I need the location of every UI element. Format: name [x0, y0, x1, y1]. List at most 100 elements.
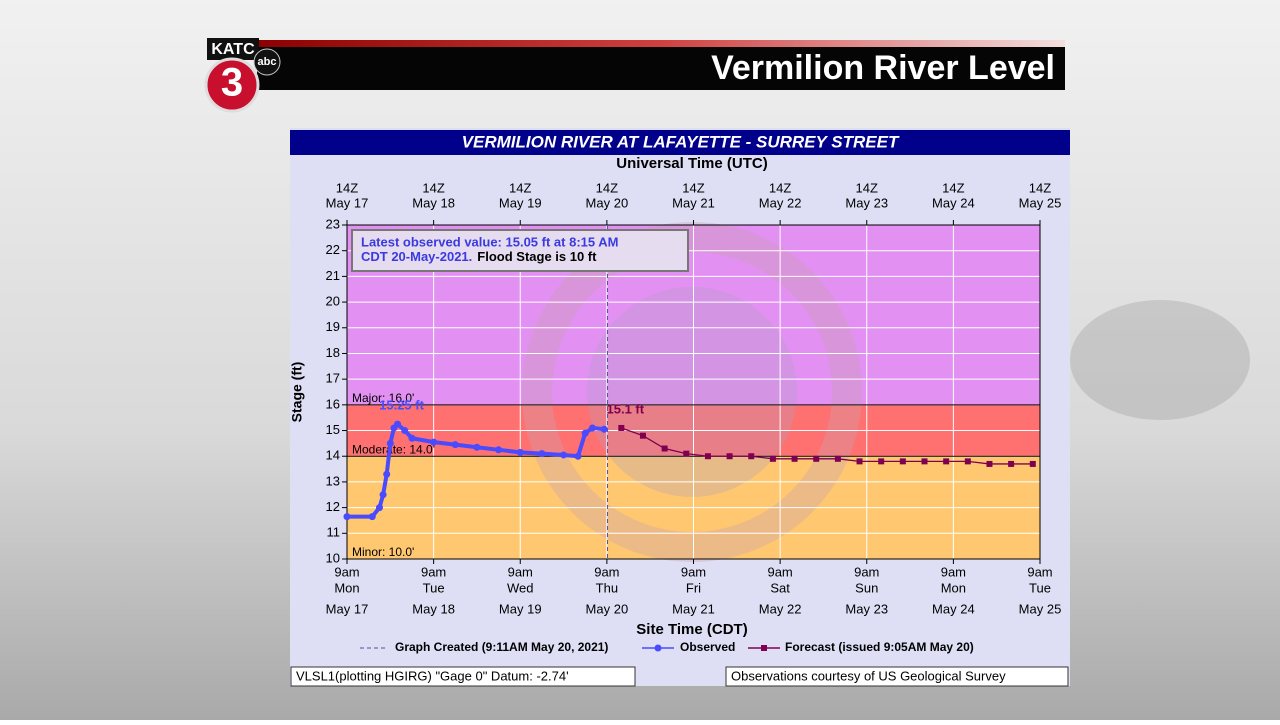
x-tick-weekday: Sun: [855, 580, 878, 595]
footer-right: Observations courtesy of US Geological S…: [731, 668, 1006, 683]
y-tick-label: 17: [326, 371, 340, 386]
top-axis-label: Universal Time (UTC): [616, 155, 767, 172]
logo-network-circle: [253, 48, 281, 76]
observed-point: [379, 491, 387, 499]
x-tick-date: May 20: [586, 601, 629, 616]
y-tick-label: 23: [326, 216, 340, 231]
y-tick-label: 19: [326, 319, 340, 334]
observed-point: [430, 438, 438, 446]
flood-label: Major: 16.0': [352, 391, 414, 405]
x-tick-date-top: May 19: [499, 195, 542, 210]
x-tick-date: May 19: [499, 601, 542, 616]
footer-left-box: [290, 666, 636, 687]
watermark-inner: [587, 287, 797, 497]
x-tick-weekday: Fri: [686, 580, 701, 595]
observed-point: [495, 446, 503, 454]
x-tick-label: 9am: [1027, 564, 1052, 579]
info-date: CDT 20-May-2021.: [361, 249, 472, 264]
legend-label: Graph Created (9:11AM May 20, 2021): [395, 640, 608, 654]
logo-box: [207, 38, 259, 60]
observed-point: [383, 470, 391, 478]
x-tick-label: 9am: [594, 564, 619, 579]
x-tick-date: May 21: [672, 601, 715, 616]
observed-point: [408, 434, 416, 442]
x-tick-label: 9am: [508, 564, 533, 579]
forecast-point: [856, 458, 863, 465]
y-tick-label: 22: [326, 242, 340, 257]
x-tick-weekday: Tue: [423, 580, 445, 595]
x2-tick-label: 14Z: [682, 180, 704, 195]
x2-tick-label: 14Z: [596, 180, 618, 195]
y-tick-label: 12: [326, 499, 340, 514]
x-tick-date-top: May 23: [845, 195, 888, 210]
x-tick-date-top: May 17: [326, 195, 369, 210]
forecast-point: [834, 455, 841, 462]
forecast-point: [639, 432, 646, 439]
y-tick-label: 15: [326, 422, 340, 437]
observed-point: [375, 504, 383, 512]
header-strip: [257, 40, 1065, 47]
x-tick-label: 9am: [421, 564, 446, 579]
info-line: Latest observed value: 15.05 ft at 8:15 …: [361, 234, 618, 249]
x-tick-label: 9am: [941, 564, 966, 579]
x-tick-weekday: Thu: [596, 580, 618, 595]
observed-point: [394, 420, 402, 428]
observed-point: [560, 451, 568, 459]
x-tick-label: 9am: [334, 564, 359, 579]
forecast-point: [878, 458, 885, 465]
forecast-point: [921, 458, 928, 465]
legend-label: Forecast (issued 9:05AM May 20): [785, 640, 974, 654]
y-tick-label: 10: [326, 550, 340, 565]
observed-point: [581, 429, 589, 437]
y-tick-label: 16: [326, 396, 340, 411]
watermark: [522, 222, 862, 562]
forecast-point: [683, 450, 690, 457]
observed-point: [516, 448, 524, 456]
x-tick-weekday: Sat: [770, 580, 790, 595]
footer-right-box: [725, 666, 1069, 687]
x-tick-label: 9am: [767, 564, 792, 579]
forecast-point: [813, 455, 820, 462]
observed-point: [386, 439, 394, 447]
observed-point: [343, 513, 351, 521]
x-tick-date-top: May 25: [1019, 195, 1062, 210]
x-tick-weekday: Mon: [941, 580, 966, 595]
forecast-point: [943, 458, 950, 465]
chart-title-bar: [290, 130, 1070, 155]
forecast-point: [748, 453, 755, 460]
observed-point: [451, 441, 459, 449]
observed-point: [600, 425, 608, 433]
info-line: CDT 20-May-2021. Flood Stage is 10 ft: [361, 249, 597, 264]
legend-label: Observed: [680, 640, 735, 654]
x-tick-date-top: May 18: [412, 195, 455, 210]
x-tick-date-top: May 21: [672, 195, 715, 210]
forecast-point: [769, 455, 776, 462]
x2-tick-label: 14Z: [509, 180, 531, 195]
y-tick-label: 21: [326, 268, 340, 283]
logo-circle: [204, 57, 260, 113]
forecast-point: [964, 458, 971, 465]
observed-point: [473, 443, 481, 451]
x-tick-date: May 25: [1019, 601, 1062, 616]
observed-point: [588, 424, 596, 432]
x2-tick-label: 14Z: [769, 180, 791, 195]
forecast-point: [791, 455, 798, 462]
observed-point: [401, 427, 409, 435]
y-tick-label: 13: [326, 473, 340, 488]
y-tick-label: 14: [326, 448, 340, 463]
header-bar: [257, 47, 1065, 90]
tree: [1070, 300, 1250, 420]
x-tick-date-top: May 20: [586, 195, 629, 210]
flood-label: Minor: 10.0': [352, 545, 414, 559]
legend-marker: [654, 644, 662, 652]
x-tick-weekday: Mon: [334, 580, 359, 595]
x-axis-label: Site Time (CDT): [636, 621, 747, 638]
flood-label: Moderate: 14.0': [352, 442, 435, 456]
legend-marker: [761, 645, 767, 651]
observed-point: [538, 450, 546, 458]
forecast-point: [899, 458, 906, 465]
x2-tick-label: 14Z: [336, 180, 358, 195]
forecast-point: [704, 453, 711, 460]
x-tick-date-top: May 22: [759, 195, 802, 210]
